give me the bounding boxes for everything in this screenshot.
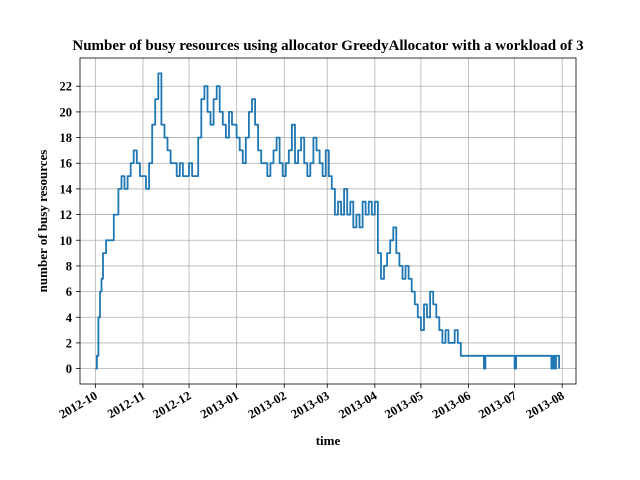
x-tick-label: 2013-05 <box>382 388 425 421</box>
x-tick-label: 2012-10 <box>57 388 100 421</box>
y-tick-label: 0 <box>66 362 72 376</box>
y-tick-label: 14 <box>60 182 73 196</box>
y-tick-label: 2 <box>66 336 72 350</box>
y-tick-label: 12 <box>60 208 73 222</box>
y-tick-label: 20 <box>60 105 73 119</box>
x-tick-label: 2013-06 <box>430 388 473 421</box>
y-tick-label: 8 <box>66 259 72 273</box>
y-axis-label: number of busy resources <box>35 150 50 293</box>
x-tick-label: 2013-07 <box>476 388 519 421</box>
y-tick-label: 22 <box>60 80 73 94</box>
plot-frame <box>79 57 577 385</box>
grid-lines <box>80 58 576 384</box>
x-tick-label: 2012-12 <box>150 388 193 421</box>
y-tick-label: 4 <box>66 311 73 325</box>
x-tick-label: 2013-03 <box>289 388 332 421</box>
x-tick-label: 2013-08 <box>524 388 567 421</box>
x-tick-label: 2013-02 <box>246 388 289 421</box>
x-tick-label: 2013-04 <box>336 388 380 421</box>
chart-title: Number of busy resources using allocator… <box>72 38 583 54</box>
y-tick-label: 6 <box>66 285 72 299</box>
x-tick-label: 2013-01 <box>198 388 241 421</box>
x-axis-label: time <box>316 433 341 448</box>
x-tick-label: 2012-11 <box>105 388 147 421</box>
y-tick-label: 18 <box>60 131 73 145</box>
y-tick-label: 16 <box>60 157 73 171</box>
series-line <box>95 72 560 370</box>
y-tick-label: 10 <box>60 234 73 248</box>
axis-ticks: 0 2 4 6 8 10 12 14 16 18 20 22 2012-10 2012-11 2012-12… <box>57 80 567 422</box>
